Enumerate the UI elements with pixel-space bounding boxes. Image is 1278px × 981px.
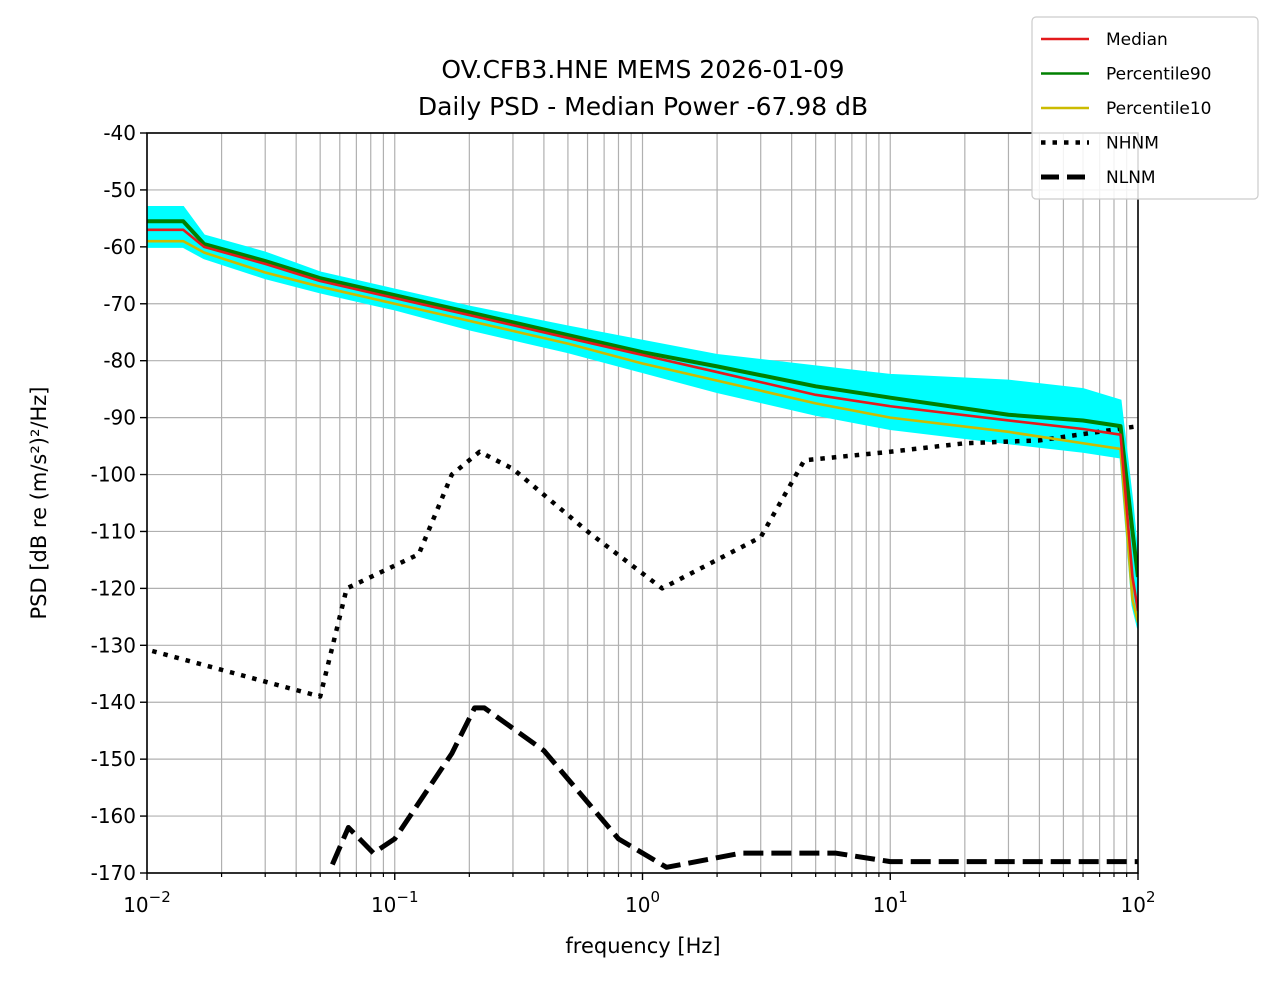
y-tick-label: -120 [91, 576, 136, 600]
y-tick-label: -140 [91, 690, 136, 714]
y-tick-label: -90 [103, 406, 136, 430]
x-tick-label: 101 [873, 888, 908, 917]
series-percentile90-line [147, 219, 1138, 578]
psd-spread-band [147, 206, 1138, 629]
series-percentile10-line [147, 239, 1138, 623]
y-tick-label: -60 [103, 235, 136, 259]
x-tick-label: 10−2 [123, 888, 171, 917]
x-tick-label: 10−1 [371, 888, 419, 917]
y-tick-label: -50 [103, 178, 136, 202]
y-tick-label: -170 [91, 861, 136, 885]
y-tick-label: -80 [103, 349, 136, 373]
y-tick-label: -70 [103, 292, 136, 316]
y-tick-label: -160 [91, 804, 136, 828]
chart-title: OV.CFB3.HNE MEMS 2026-01-09 [441, 55, 844, 84]
y-ticks: -40 -50 -60 -70 -80 -90 -100 -110 -120 -130 -140 -1… [91, 121, 147, 885]
chart-subtitle: Daily PSD - Median Power -67.98 dB [418, 92, 868, 121]
y-tick-label: -130 [91, 633, 136, 657]
series-lines [147, 219, 1138, 870]
x-tick-label: 100 [625, 888, 660, 917]
y-tick-label: -100 [91, 463, 136, 487]
legend-label-percentile10: Percentile10 [1106, 99, 1212, 119]
y-axis-label: PSD [dB re (m/s²)²/Hz] [27, 387, 51, 620]
x-tick-label: 102 [1121, 888, 1156, 917]
y-tick-label: -150 [91, 747, 136, 771]
cyan-band-group [147, 206, 1138, 629]
legend-label-nhnm: NHNM [1106, 134, 1159, 154]
x-ticks: 10−2 10−1 100 101 102 [123, 873, 1156, 917]
legend-label-nlnm: NLNM [1106, 168, 1156, 188]
y-tick-label: -110 [91, 519, 136, 543]
y-tick-label: -40 [103, 121, 136, 145]
legend-label-percentile90: Percentile90 [1106, 65, 1212, 85]
legend: Median Percentile90 Percentile10 NHNM NLNM [1031, 16, 1259, 200]
series-nhnm-line [151, 423, 1138, 699]
series-median-line [147, 228, 1138, 612]
legend-box [1031, 16, 1259, 200]
x-axis-label: frequency [Hz] [565, 934, 720, 958]
legend-label-median: Median [1106, 30, 1168, 50]
